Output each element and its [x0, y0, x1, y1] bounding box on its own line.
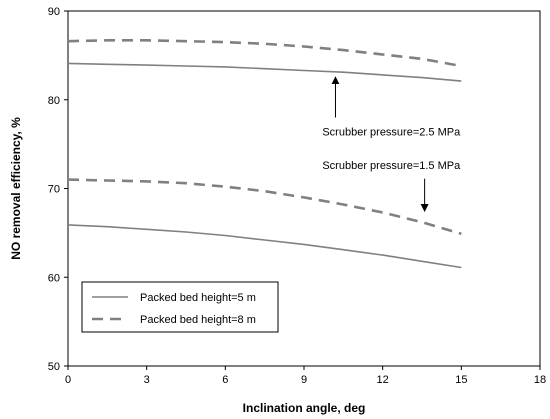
annotations: Scrubber pressure=2.5 MPa Scrubber pressu… — [322, 76, 461, 213]
x-tick-label: 3 — [144, 374, 150, 386]
series-line-4-solid — [67, 224, 462, 269]
x-tick-label: 18 — [534, 374, 546, 386]
x-tick-label: 0 — [65, 374, 71, 386]
series-line-1-dashed — [67, 38, 462, 68]
y-tick-label: 80 — [48, 95, 60, 107]
y-tick-label: 60 — [48, 272, 60, 284]
series-layer — [67, 38, 462, 269]
legend-box — [81, 281, 279, 333]
x-tick-label: 6 — [222, 374, 228, 386]
legend-label: Packed bed height=8 m — [140, 314, 256, 326]
annotation-label: Scrubber pressure=1.5 MPa — [322, 160, 461, 172]
x-axis: 0 3 6 9 12 15 18 — [65, 366, 546, 386]
series-line-2-solid — [67, 62, 462, 82]
y-axis: 50 60 70 80 90 — [48, 6, 68, 373]
y-tick-label: 90 — [48, 6, 60, 18]
series-line-3-dashed — [67, 178, 462, 236]
y-tick-label: 70 — [48, 184, 60, 196]
legend-label: Packed bed height=5 m — [140, 292, 256, 304]
annotation-label: Scrubber pressure=2.5 MPa — [322, 126, 461, 138]
legend: Packed bed height=5 m Packed bed height=8… — [81, 281, 279, 333]
x-tick-label: 9 — [301, 374, 307, 386]
y-tick-label: 50 — [48, 361, 60, 373]
x-axis-title: Inclination angle, deg — [243, 401, 366, 415]
y-axis-title: NO removal efficiency, % — [9, 117, 23, 260]
x-tick-label: 12 — [377, 374, 389, 386]
x-tick-label: 15 — [455, 374, 467, 386]
